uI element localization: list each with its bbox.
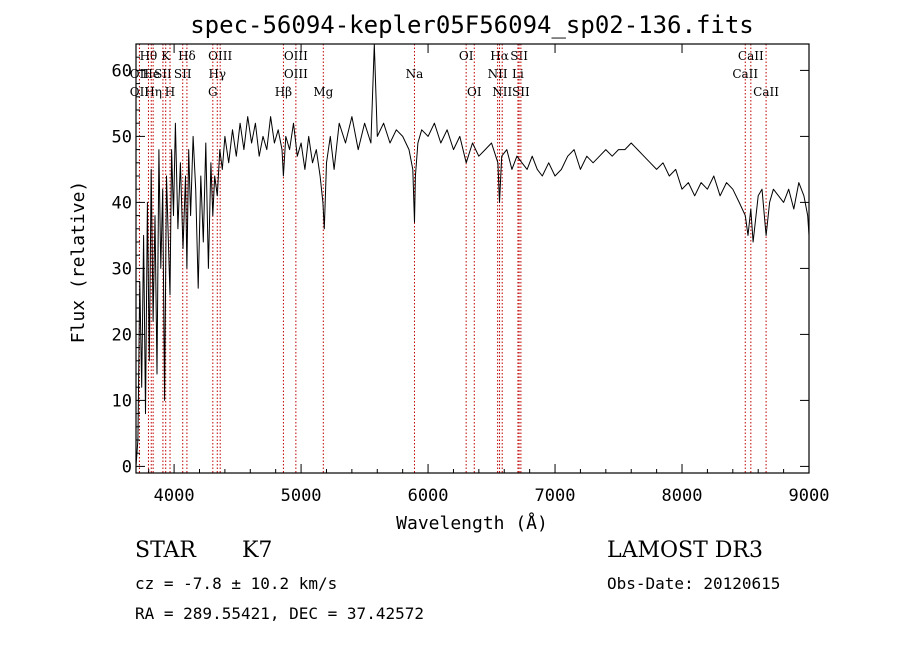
line-label-10: OIII (208, 49, 232, 63)
object-type: STAR (135, 538, 196, 563)
line-label-22: NII (492, 85, 512, 99)
line-label-21: NII (488, 67, 508, 81)
x-axis-label: Wavelength (Å) (396, 512, 548, 534)
observation-date: Obs-Date: 20120615 (607, 574, 781, 593)
line-label-13: OIII (284, 49, 308, 63)
x-tick-label-8000: 8000 (662, 486, 703, 506)
line-label-15: Hβ (275, 85, 292, 99)
plot-frame (135, 43, 810, 474)
chart-title: spec-56094-kepler05F56094_sp02-136.fits (190, 11, 754, 39)
y-axis-label: Flux (relative) (68, 181, 89, 344)
line-label-20: Hα (490, 49, 509, 63)
line-label-7: H (165, 85, 175, 99)
survey-name: LAMOST DR3 (607, 538, 763, 563)
line-label-25: SII (512, 85, 530, 99)
line-label-14: OIII (284, 67, 308, 81)
y-tick-label-0: 0 (122, 457, 132, 477)
spectral-subclass: K7 (242, 538, 273, 563)
line-label-5: K (161, 49, 171, 63)
line-label-11: Hγ (208, 67, 226, 81)
line-label-0: Hθ (140, 49, 158, 63)
x-tick-label-6000: 6000 (408, 486, 449, 506)
x-tick-label-9000: 9000 (789, 486, 830, 506)
line-label-19: OI (467, 85, 482, 99)
line-label-6: SII (154, 67, 172, 81)
series-line-flux (135, 43, 810, 467)
line-label-12: G (208, 85, 218, 99)
coordinates: RA = 289.55421, DEC = 37.42572 (135, 604, 424, 623)
x-tick-label-7000: 7000 (535, 486, 576, 506)
x-tick-label-4000: 4000 (154, 486, 195, 506)
y-tick-label-50: 50 (112, 127, 132, 147)
line-label-28: CaII (753, 85, 779, 99)
line-label-27: CaII (732, 67, 758, 81)
y-tick-label-10: 10 (112, 391, 132, 411)
y-tick-label-30: 30 (112, 259, 132, 279)
line-label-24: Li (512, 67, 524, 81)
line-label-9: SII (174, 67, 192, 81)
y-tick-label-60: 60 (112, 61, 132, 81)
line-label-18: OI (459, 49, 474, 63)
y-tick-label-40: 40 (112, 193, 132, 213)
y-axis-ticks: 0 10 20 30 40 50 60 (112, 56, 809, 477)
line-label-2: OII (130, 85, 150, 99)
line-label-4: Hη (144, 85, 162, 99)
series-layer (135, 43, 810, 467)
line-label-8: Hδ (178, 49, 196, 63)
x-axis-ticks: 4000 5000 6000 7000 8000 9000 (148, 44, 830, 506)
line-label-16: Mg (313, 85, 333, 99)
line-label-17: Na (406, 67, 424, 81)
line-label-3: He (142, 67, 160, 81)
line-label-23: SII (510, 49, 528, 63)
line-label-26: CaII (738, 49, 764, 63)
y-tick-label-20: 20 (112, 325, 132, 345)
velocity-readout: cz = -7.8 ± 10.2 km/s (135, 574, 338, 593)
x-tick-label-5000: 5000 (281, 486, 322, 506)
